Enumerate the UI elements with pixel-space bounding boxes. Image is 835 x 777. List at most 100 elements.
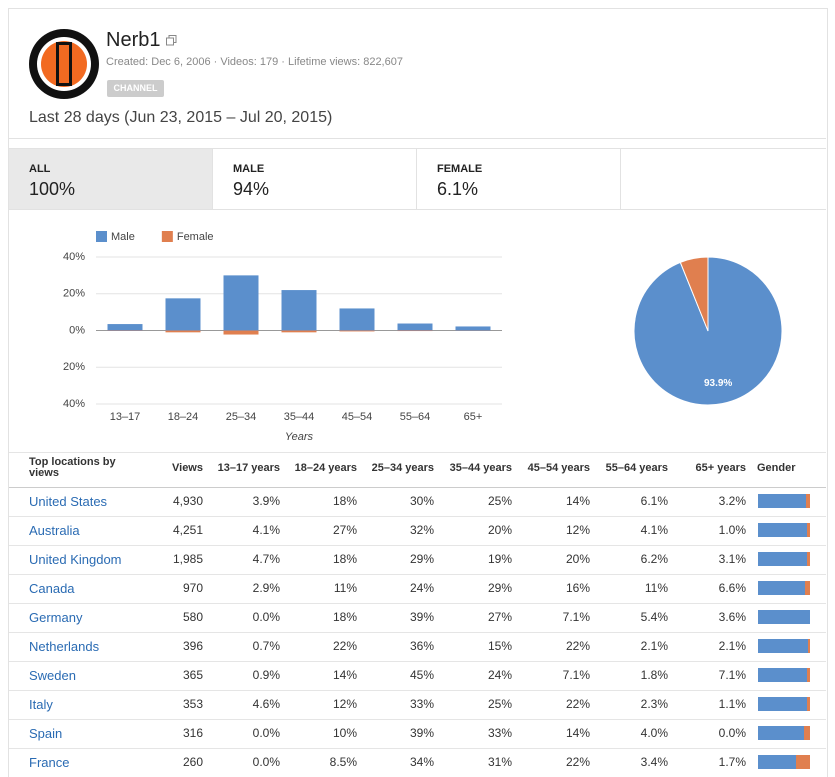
x-tick-label: 25–34: [226, 411, 257, 423]
age-share: 39%: [410, 726, 434, 740]
location-link[interactable]: Netherlands: [29, 639, 99, 654]
age-share: 14%: [333, 668, 357, 682]
age-share: 12%: [566, 523, 590, 537]
age-share: 27%: [333, 523, 357, 537]
views: 970: [183, 581, 203, 595]
x-tick-label: 55–64: [400, 411, 431, 423]
age-share: 18%: [333, 552, 357, 566]
views: 316: [183, 726, 203, 740]
y-tick-label: 20%: [63, 288, 85, 300]
bar: [398, 324, 433, 331]
age-share: 6.6%: [719, 581, 746, 595]
table-header[interactable]: Top locations by views: [29, 457, 129, 479]
table-header[interactable]: 18–24 years: [295, 462, 357, 474]
x-tick-label: 65+: [464, 411, 483, 423]
location-link[interactable]: United States: [29, 494, 107, 509]
age-share: 36%: [410, 639, 434, 653]
table-header[interactable]: 55–64 years: [606, 462, 668, 474]
location-link[interactable]: Germany: [29, 610, 82, 625]
age-share: 1.1%: [719, 697, 746, 711]
table-header[interactable]: 25–34 years: [372, 462, 434, 474]
age-share: 10%: [333, 726, 357, 740]
age-share: 16%: [566, 581, 590, 595]
age-share: 33%: [488, 726, 512, 740]
age-share: 7.1%: [719, 668, 746, 682]
location-link[interactable]: Italy: [29, 697, 53, 712]
bar: [456, 326, 491, 330]
age-share: 45%: [410, 668, 434, 682]
location-link[interactable]: Sweden: [29, 668, 76, 683]
age-share: 1.7%: [719, 755, 746, 769]
gender-bar: [758, 552, 807, 566]
age-share: 7.1%: [563, 610, 590, 624]
age-share: 22%: [566, 639, 590, 653]
age-share: 18%: [333, 494, 357, 508]
bar: [224, 331, 259, 335]
age-share: 6.1%: [641, 494, 668, 508]
age-share: 2.1%: [719, 639, 746, 653]
age-share: 33%: [410, 697, 434, 711]
age-share: 5.4%: [641, 610, 668, 624]
pie-label: 93.9%: [704, 378, 732, 389]
row-divider: [9, 603, 826, 604]
age-share: 8.5%: [330, 755, 357, 769]
bar: [282, 290, 317, 330]
age-share: 22%: [566, 755, 590, 769]
row-divider: [9, 661, 826, 662]
age-share: 7.1%: [563, 668, 590, 682]
table-header[interactable]: 35–44 years: [450, 462, 512, 474]
age-share: 27%: [488, 610, 512, 624]
table-header[interactable]: 45–54 years: [528, 462, 590, 474]
bar: [166, 298, 201, 330]
row-divider: [9, 690, 826, 691]
location-link[interactable]: United Kingdom: [29, 552, 122, 567]
age-share: 4.7%: [253, 552, 280, 566]
age-share: 29%: [410, 552, 434, 566]
age-share: 15%: [488, 639, 512, 653]
y-tick-label: 20%: [63, 361, 85, 373]
gender-bar: [758, 494, 806, 508]
location-link[interactable]: Spain: [29, 726, 62, 741]
age-share: 34%: [410, 755, 434, 769]
location-link[interactable]: France: [29, 755, 69, 770]
age-share: 0.9%: [253, 668, 280, 682]
row-divider: [9, 516, 826, 517]
views: 365: [183, 668, 203, 682]
age-share: 2.9%: [253, 581, 280, 595]
age-share: 3.4%: [641, 755, 668, 769]
age-share: 3.9%: [253, 494, 280, 508]
age-share: 25%: [488, 697, 512, 711]
views: 260: [183, 755, 203, 769]
table-header: Gender: [757, 462, 796, 474]
age-share: 4.1%: [641, 523, 668, 537]
table-header[interactable]: Views: [172, 462, 203, 474]
age-share: 14%: [566, 494, 590, 508]
age-share: 31%: [488, 755, 512, 769]
age-share: 14%: [566, 726, 590, 740]
y-tick-label: 0%: [69, 324, 85, 336]
views: 4,251: [173, 523, 203, 537]
views: 4,930: [173, 494, 203, 508]
table-header[interactable]: 65+ years: [696, 462, 746, 474]
bar: [166, 331, 201, 333]
location-link[interactable]: Canada: [29, 581, 75, 596]
x-axis-label: Years: [285, 431, 314, 443]
age-share: 11%: [645, 581, 668, 595]
age-share: 4.0%: [641, 726, 668, 740]
age-share: 2.1%: [641, 639, 668, 653]
age-share: 30%: [410, 494, 434, 508]
age-share: 0.0%: [719, 726, 746, 740]
location-link[interactable]: Australia: [29, 523, 80, 538]
gender-bar: [758, 697, 807, 711]
age-share: 32%: [410, 523, 434, 537]
age-share: 4.1%: [253, 523, 280, 537]
gender-bar: [758, 523, 807, 537]
age-share: 19%: [488, 552, 512, 566]
age-share: 12%: [333, 697, 357, 711]
gender-bar: [758, 668, 807, 682]
row-divider: [9, 748, 826, 749]
table-header[interactable]: 13–17 years: [218, 462, 280, 474]
age-share: 3.2%: [719, 494, 746, 508]
